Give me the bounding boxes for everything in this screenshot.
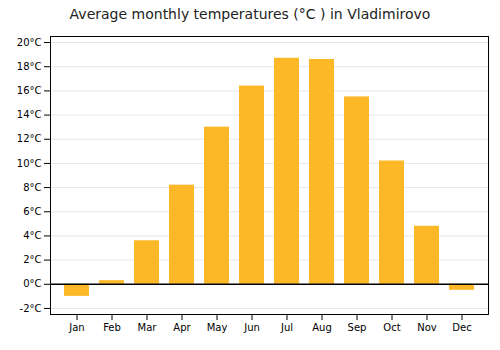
svg-text:Oct: Oct: [383, 322, 400, 333]
svg-text:Mar: Mar: [138, 322, 158, 333]
svg-text:Apr: Apr: [173, 322, 191, 333]
svg-text:May: May: [207, 322, 228, 333]
svg-text:6°C: 6°C: [23, 206, 41, 217]
svg-text:Feb: Feb: [103, 322, 121, 333]
svg-text:Sep: Sep: [348, 322, 367, 333]
html-text:Average monthly temperatures (: Average monthly temperatures (°C ) in Vl…: [69, 6, 431, 22]
svg-text:Jun: Jun: [243, 322, 260, 333]
svg-text:14°C: 14°C: [17, 109, 42, 120]
svg-text:12°C: 12°C: [17, 133, 42, 144]
svg-text:Nov: Nov: [417, 322, 437, 333]
svg-text:-2°C: -2°C: [20, 303, 42, 314]
svg-text:Aug: Aug: [312, 322, 332, 333]
svg-text:Jul: Jul: [280, 322, 293, 333]
svg-text:Dec: Dec: [452, 322, 471, 333]
svg-text:0°C: 0°C: [23, 278, 41, 289]
svg-text:18°C: 18°C: [17, 61, 42, 72]
svg-text:16°C: 16°C: [17, 85, 42, 96]
svg-text:20°C: 20°C: [17, 37, 42, 48]
svg-text:4°C: 4°C: [23, 230, 41, 241]
svg-text:10°C: 10°C: [17, 158, 42, 169]
svg-text:2°C: 2°C: [23, 254, 41, 265]
svg-text:8°C: 8°C: [23, 182, 41, 193]
svg-text:Jan: Jan: [68, 322, 84, 333]
